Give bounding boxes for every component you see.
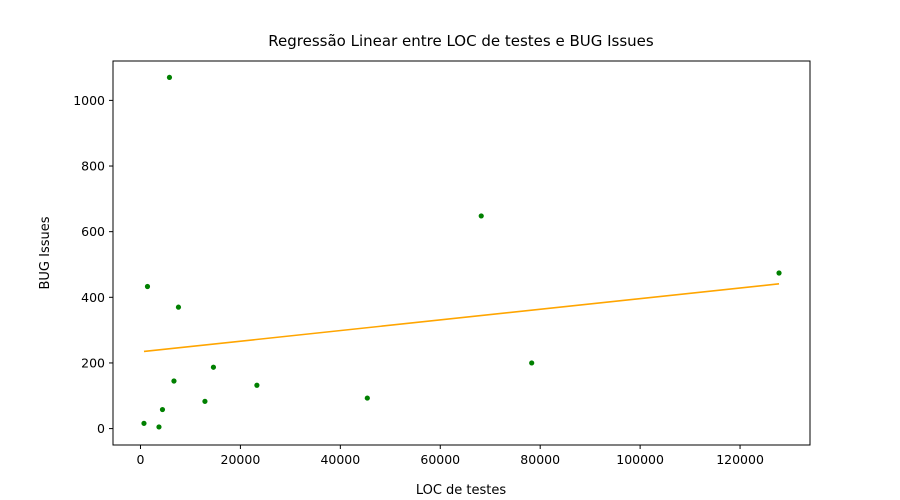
plot-area	[112, 60, 811, 446]
y-tick-label: 1000	[73, 93, 105, 108]
scatter-point	[156, 424, 162, 430]
scatter-point	[159, 406, 166, 413]
x-tick-label: 100000	[616, 452, 664, 467]
scatter-point	[776, 270, 782, 276]
scatter-point	[364, 395, 370, 401]
y-tick-label: 800	[81, 159, 105, 174]
scatter-point	[478, 213, 484, 219]
scatter-point	[210, 364, 217, 370]
y-tick-label: 400	[81, 290, 105, 305]
x-tick-label: 0	[137, 452, 145, 467]
regression-line	[143, 283, 780, 353]
scatter-point	[144, 283, 151, 290]
scatter-point	[202, 398, 208, 404]
scatter-point	[175, 304, 182, 310]
x-tick-label: 120000	[716, 452, 764, 467]
y-axis: 0 200 400 600 800 1000	[73, 93, 113, 436]
scatter-point	[166, 74, 173, 81]
y-tick-label: 0	[97, 421, 105, 436]
x-axis: 0 20000 40000 60000 80000 100000 120000	[137, 445, 764, 467]
y-tick-label: 200	[81, 355, 105, 370]
scatter-point	[254, 382, 260, 388]
chart-title: Regressão Linear entre LOC de testes e B…	[268, 32, 654, 50]
x-tick-label: 40000	[320, 452, 360, 467]
y-tick-label: 600	[81, 224, 105, 239]
y-axis-title: BUG Issues	[38, 216, 53, 289]
regression-layer	[143, 283, 780, 353]
scatter-point	[171, 378, 177, 384]
x-tick-label: 20000	[221, 452, 261, 467]
points-layer	[141, 74, 782, 430]
scatter-point	[141, 420, 147, 426]
x-tick-label: 60000	[420, 452, 460, 467]
x-axis-title: LOC de testes	[416, 483, 507, 498]
scatter-point	[529, 360, 535, 366]
x-tick-label: 80000	[520, 452, 560, 467]
plot-frame	[112, 60, 811, 446]
